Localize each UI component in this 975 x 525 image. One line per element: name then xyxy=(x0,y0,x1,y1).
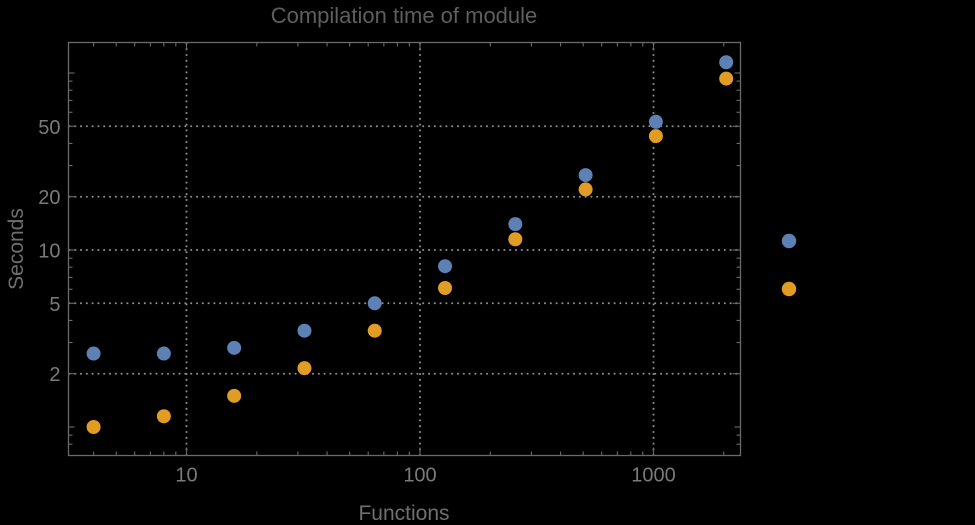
data-point-series-1-blue xyxy=(297,323,312,338)
data-point-series-2-orange xyxy=(297,361,312,376)
data-point-series-2-orange xyxy=(156,409,171,424)
x-tick-label-100: 100 xyxy=(403,465,436,487)
data-point-series-1-blue xyxy=(578,168,593,183)
data-point-series-2-orange xyxy=(438,280,453,295)
x-tick-label-10: 10 xyxy=(175,465,197,487)
data-point-series-1-blue xyxy=(438,259,453,274)
plot-frame xyxy=(67,41,742,457)
data-point-series-1-blue xyxy=(86,346,101,361)
data-point-series-1-blue xyxy=(156,346,171,361)
data-point-series-1-blue xyxy=(227,340,242,355)
y-tick-label-20: 20 xyxy=(38,187,60,209)
data-point-series-2-orange xyxy=(86,420,101,434)
x-axis-label: Functions xyxy=(358,502,450,525)
data-point-series-2-orange xyxy=(578,182,593,197)
data-point-series-2-orange xyxy=(719,71,734,86)
data-point-series-1-blue xyxy=(648,114,663,129)
data-point-series-2-orange xyxy=(367,323,382,338)
y-tick-label-50: 50 xyxy=(38,117,60,139)
y-tick-label-5: 5 xyxy=(49,294,60,316)
legend-marker-series-2-orange xyxy=(781,281,797,297)
y-axis-label: Seconds xyxy=(5,208,28,290)
x-tick-label-1000: 1000 xyxy=(631,465,676,487)
y-tick-label-10: 10 xyxy=(38,241,60,263)
data-point-series-1-blue xyxy=(367,296,382,311)
data-point-series-2-orange xyxy=(227,388,242,403)
y-tick-label-2: 2 xyxy=(49,364,60,386)
data-point-series-1-blue xyxy=(719,55,734,70)
data-point-series-2-orange xyxy=(648,129,663,144)
chart-title: Compilation time of module xyxy=(270,3,538,28)
data-point-series-2-orange xyxy=(508,232,523,247)
legend-marker-series-1-blue xyxy=(781,233,797,249)
data-point-series-1-blue xyxy=(508,217,523,232)
